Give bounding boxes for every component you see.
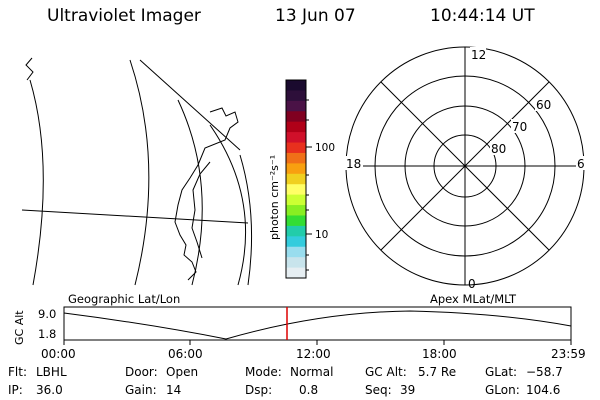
color-bar-band xyxy=(286,142,306,154)
mlat-label-70: 70 xyxy=(512,120,527,134)
gc-alt-value: 5.7 Re xyxy=(418,365,457,379)
app-title: Ultraviolet Imager xyxy=(47,6,201,26)
gain-value: 14 xyxy=(166,383,182,397)
ip-value: 36.0 xyxy=(36,383,63,397)
altitude-tick-9: 9.0 xyxy=(38,307,56,321)
colorbar-unit-label: photon cm⁻²s⁻¹ xyxy=(268,155,281,240)
label-bg xyxy=(490,141,508,155)
color-bar xyxy=(286,80,306,279)
polar-plot xyxy=(345,46,585,286)
color-bar-band xyxy=(286,246,306,258)
color-bar-band xyxy=(286,236,306,248)
dsp-value: 0.8 xyxy=(299,383,319,397)
color-bar-band xyxy=(286,173,306,185)
time-tick-2359: 23:59 xyxy=(551,347,586,361)
map-parallel-line xyxy=(21,209,249,224)
map-graticule-arc-2 xyxy=(129,59,150,286)
color-bar-band xyxy=(286,100,306,112)
mode-label: Mode: xyxy=(245,365,282,379)
map-graticule-arc-3 xyxy=(177,99,203,286)
glat-label: GLat: xyxy=(485,365,518,379)
color-bar-band xyxy=(286,257,306,269)
label-bg xyxy=(345,156,363,170)
mlt-label-0: 0 xyxy=(468,277,476,291)
label-bg xyxy=(470,47,486,61)
altitude-tick-1-8: 1.8 xyxy=(38,327,56,341)
time-tick-1200: 12:00 xyxy=(296,347,331,361)
glon-label: GLon: xyxy=(485,383,520,397)
map-graticule-arc-1 xyxy=(29,79,44,286)
mlt-label-18: 18 xyxy=(346,157,361,171)
label-bg xyxy=(576,156,586,170)
mlt-label-6: 6 xyxy=(577,157,585,171)
mode-value: Normal xyxy=(290,365,334,379)
color-bar-band xyxy=(286,184,306,196)
map-coastline-1 xyxy=(25,57,34,81)
map-meridian-line xyxy=(139,59,241,151)
geographic-label: Geographic Lat/Lon xyxy=(68,292,181,306)
color-bar-band xyxy=(286,163,306,175)
colorbar-label-10: 10 xyxy=(315,229,328,241)
filter-label: Flt: xyxy=(8,365,27,379)
door-value: Open xyxy=(166,365,199,379)
label-bg xyxy=(511,119,529,133)
ip-label: IP: xyxy=(8,383,23,397)
color-bar-band xyxy=(286,225,306,237)
time-tick-0000: 00:00 xyxy=(41,347,76,361)
glat-value: −58.7 xyxy=(526,365,563,379)
color-bar-band xyxy=(286,111,306,123)
header-time: 10:44:14 UT xyxy=(430,6,535,26)
glon-value: 104.6 xyxy=(526,383,561,397)
gc-alt-label: GC Alt: xyxy=(365,365,407,379)
color-bar-band xyxy=(286,205,306,217)
time-tick-0600: 06:00 xyxy=(168,347,203,361)
altitude-axis-label: GC Alt xyxy=(13,310,26,345)
color-bar-band xyxy=(286,121,306,133)
map-coastline-2 xyxy=(174,107,239,281)
altitude-strip: 9.0 1.8 GC Alt 00:00 06:00 12:00 18:00 2… xyxy=(13,306,586,361)
geographic-map xyxy=(21,57,253,286)
map-graticule-arc-5 xyxy=(239,154,253,286)
time-tick-1800: 18:00 xyxy=(422,347,457,361)
map-graticule-arc-4 xyxy=(209,124,247,286)
color-bar-band xyxy=(286,267,306,279)
apex-label: Apex MLat/MLT xyxy=(430,292,517,306)
color-bar-band xyxy=(286,132,306,144)
polar-diagonal-2 xyxy=(380,81,550,251)
seq-label: Seq: xyxy=(365,383,392,397)
seq-value: 39 xyxy=(400,383,416,397)
color-bar-band xyxy=(286,90,306,102)
altitude-curve xyxy=(63,310,572,340)
colorbar-label-100: 100 xyxy=(315,142,335,154)
map-coastline-3 xyxy=(191,161,211,259)
mlat-label-80: 80 xyxy=(491,142,506,156)
label-bg xyxy=(535,97,553,111)
door-label: Door: xyxy=(125,365,158,379)
color-bar-frame xyxy=(285,79,307,279)
mlat-label-60: 60 xyxy=(536,98,551,112)
header-date: 13 Jun 07 xyxy=(275,6,356,26)
color-bar-band xyxy=(286,80,306,92)
color-bar-band xyxy=(286,215,306,227)
color-bar-band xyxy=(286,152,306,164)
mlt-label-12: 12 xyxy=(471,48,486,62)
color-bar-band xyxy=(286,194,306,206)
filter-value: LBHL xyxy=(36,365,67,379)
dsp-label: Dsp: xyxy=(245,383,273,397)
gain-label: Gain: xyxy=(125,383,157,397)
